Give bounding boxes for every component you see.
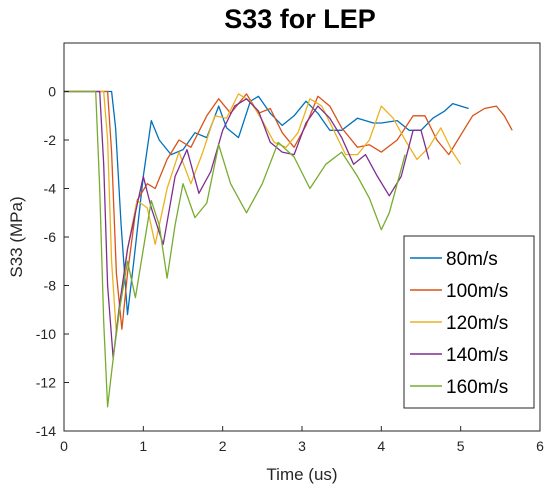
x-tick-label: 6 — [536, 438, 544, 454]
x-tick-label: 3 — [298, 438, 306, 454]
legend-label: 100m/s — [446, 281, 508, 302]
y-axis-label: S33 (MPa) — [7, 196, 26, 277]
legend-label: 140m/s — [446, 345, 508, 366]
series-line-5 — [64, 90, 406, 408]
y-tick-label: 0 — [48, 84, 56, 100]
series-layer — [64, 90, 513, 408]
y-tick-label: -4 — [44, 181, 57, 197]
legend-label: 80m/s — [446, 249, 498, 270]
y-tick-label: -8 — [44, 278, 57, 294]
y-tick-label: -2 — [44, 132, 57, 148]
x-tick-label: 1 — [139, 438, 147, 454]
x-tick-label: 5 — [457, 438, 465, 454]
y-tick-label: -10 — [36, 326, 56, 342]
chart-title: S33 for LEP — [224, 4, 376, 34]
y-tick-label: -12 — [36, 375, 56, 391]
x-axis-label: Time (us) — [266, 465, 337, 484]
y-tick-label: -14 — [36, 423, 56, 439]
legend-label: 160m/s — [446, 377, 508, 398]
legend: 80m/s 100m/s 120m/s 140m/s 160m/s — [403, 235, 535, 409]
x-tick-label: 0 — [60, 438, 68, 454]
series-line-4 — [64, 90, 430, 359]
x-tick-label: 4 — [377, 438, 385, 454]
y-tick-label: -6 — [44, 229, 57, 245]
ticks-layer: 0 1 2 3 4 5 6 0 -2 -4 -6 -8 -10 -12 -14 — [36, 84, 544, 455]
x-tick-label: 2 — [219, 438, 227, 454]
legend-label: 120m/s — [446, 313, 508, 334]
series-line-1 — [64, 90, 469, 316]
